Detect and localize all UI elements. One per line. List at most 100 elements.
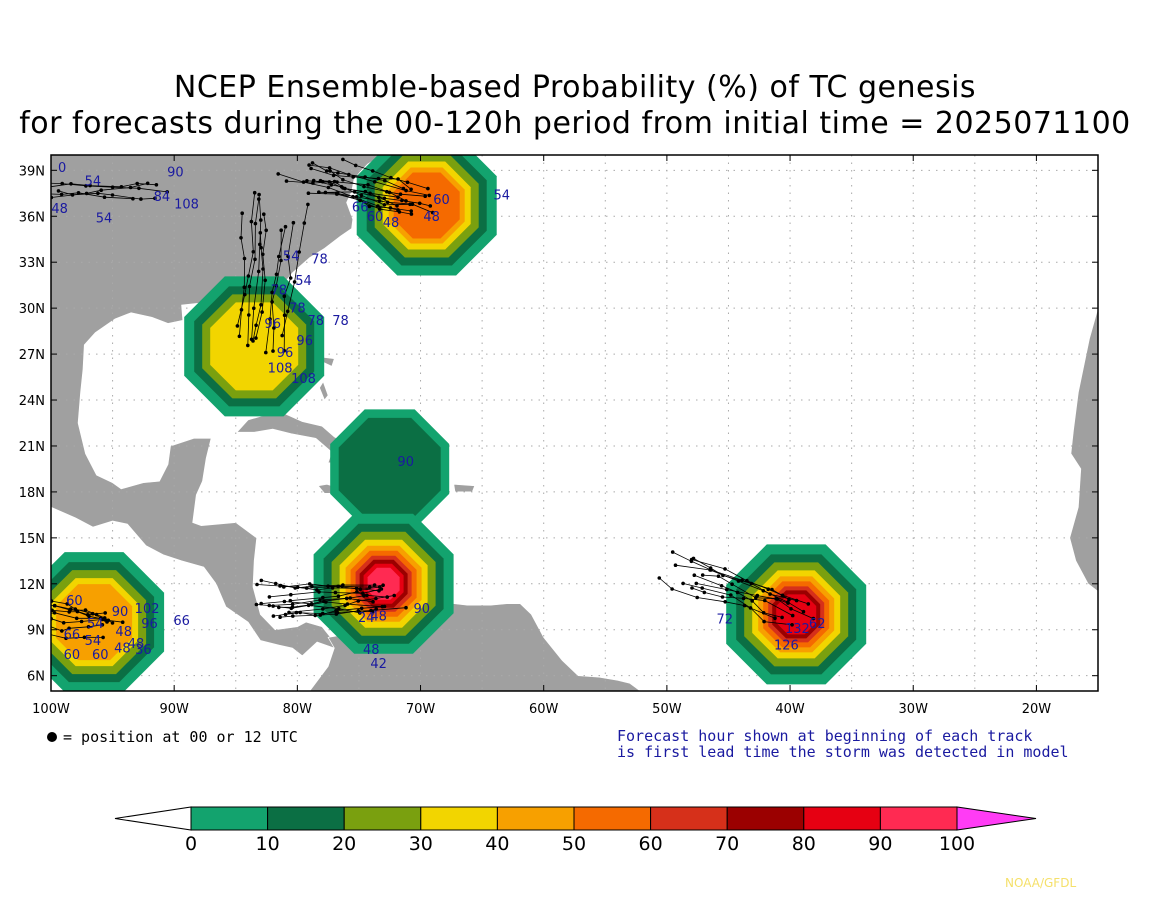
forecast-hour-label: 60 bbox=[433, 193, 450, 208]
track-line bbox=[329, 170, 426, 197]
forecast-hour-label: 96 bbox=[264, 317, 281, 332]
track-position-dot bbox=[120, 620, 125, 624]
track-position-dot bbox=[253, 221, 258, 226]
colorbar-label: 0 bbox=[185, 833, 197, 855]
track-position-dot bbox=[261, 267, 265, 271]
track-position-dot bbox=[102, 616, 107, 620]
track-position-dot bbox=[19, 614, 23, 618]
prob-contour-east-pacific-5 bbox=[56, 584, 133, 661]
track-position-dot bbox=[30, 603, 34, 607]
track-position-dot bbox=[333, 590, 338, 595]
track-position-dot bbox=[271, 614, 276, 618]
track-position-dot bbox=[700, 586, 704, 590]
africa-landmass bbox=[1069, 308, 1098, 592]
track-position-dot bbox=[780, 615, 784, 620]
track-position-dot bbox=[380, 604, 385, 609]
track-position-dot bbox=[291, 614, 295, 618]
forecast-hour-label: 24 bbox=[358, 611, 375, 626]
track-line bbox=[51, 182, 148, 198]
track-line bbox=[281, 204, 309, 336]
forecast-hour-label: 96 bbox=[277, 346, 294, 361]
lat-tick-label: 36N bbox=[19, 210, 45, 225]
track-position-dot bbox=[18, 609, 22, 613]
colorbar-segment bbox=[573, 806, 652, 831]
track-position-dot bbox=[56, 189, 61, 193]
forecast-note-line-2: is first lead time the storm was detecte… bbox=[617, 743, 1069, 761]
track-position-dot bbox=[363, 175, 367, 179]
track-position-dot bbox=[329, 183, 334, 187]
track-position-dot bbox=[692, 573, 697, 577]
track-position-dot bbox=[327, 166, 332, 170]
track-position-dot bbox=[39, 613, 43, 617]
track-position-dot bbox=[69, 182, 73, 186]
track-position-dot bbox=[154, 183, 159, 187]
track-line bbox=[325, 191, 431, 207]
track-position-dot bbox=[377, 195, 381, 200]
track-position-dot bbox=[60, 629, 64, 633]
track-position-dot bbox=[409, 212, 414, 216]
track-position-dot bbox=[282, 313, 287, 318]
track-position-dot bbox=[396, 195, 400, 199]
track-position-dot bbox=[335, 192, 339, 196]
track-line bbox=[261, 580, 375, 589]
forecast-hour-label: 48 bbox=[115, 625, 132, 640]
track-position-dot bbox=[351, 175, 356, 179]
track-position-dot bbox=[286, 254, 290, 259]
track-line bbox=[286, 180, 399, 198]
colorbar-label: 50 bbox=[562, 833, 586, 855]
track-position-dot bbox=[336, 171, 340, 175]
track-line bbox=[51, 192, 133, 200]
track-position-dot bbox=[750, 599, 754, 603]
track-position-dot bbox=[237, 334, 242, 339]
track-line bbox=[693, 558, 797, 601]
forecast-hour-label: 48 bbox=[370, 610, 387, 625]
forecast-hour-label: 48 bbox=[423, 210, 440, 225]
track-position-dot bbox=[291, 220, 296, 225]
forecast-hour-label: 48 bbox=[383, 216, 400, 231]
track-position-dot bbox=[417, 201, 422, 206]
track-position-dot bbox=[279, 228, 284, 232]
track-position-dot bbox=[396, 177, 400, 181]
map-axes: 39N 36N 33N 30N 27N 24N 21N 18N 15N 12N 9N 6N 100W 90… bbox=[19, 155, 1098, 717]
track-position-dot bbox=[372, 180, 377, 184]
track-position-dot bbox=[770, 587, 774, 592]
track-position-dot bbox=[353, 163, 358, 168]
track-position-dot bbox=[83, 608, 88, 612]
track-position-dot bbox=[288, 276, 293, 280]
track-position-dot bbox=[348, 596, 353, 600]
track-position-dot bbox=[427, 193, 432, 198]
track-line bbox=[273, 604, 377, 614]
track-position-dot bbox=[246, 343, 250, 348]
track-line bbox=[269, 588, 382, 598]
colorbar-label: 20 bbox=[332, 833, 356, 855]
forecast-hour-label: 72 bbox=[717, 613, 734, 628]
track-position-dot bbox=[270, 290, 274, 295]
lat-tick-label: 21N bbox=[19, 440, 45, 455]
lat-tick-label: 6N bbox=[27, 670, 45, 685]
track-position-dot bbox=[763, 598, 767, 603]
track-position-dot bbox=[101, 635, 105, 640]
track-position-dot bbox=[257, 197, 261, 201]
track-position-dot bbox=[279, 258, 283, 263]
track-position-dot bbox=[131, 196, 135, 201]
track-position-dot bbox=[306, 191, 311, 195]
track-position-dot bbox=[370, 169, 375, 173]
forecast-hour-label: 78 bbox=[271, 283, 288, 298]
track-line bbox=[290, 591, 388, 602]
track-position-dot bbox=[787, 597, 791, 602]
track-position-dot bbox=[278, 615, 282, 619]
track-position-dot bbox=[260, 310, 264, 314]
track-position-dot bbox=[105, 620, 109, 624]
track-position-dot bbox=[309, 166, 313, 171]
position-marker-icon bbox=[47, 732, 57, 742]
forecast-hour-label: 60 bbox=[367, 210, 384, 225]
track-position-dot bbox=[306, 603, 311, 608]
track-position-dot bbox=[9, 635, 13, 639]
forecast-hour-label: 90 bbox=[167, 165, 184, 180]
track-position-dot bbox=[362, 184, 366, 189]
colorbar-label: 80 bbox=[792, 833, 816, 855]
track-position-dot bbox=[235, 324, 240, 328]
track-position-dot bbox=[285, 309, 290, 314]
track-position-dot bbox=[376, 176, 381, 181]
track-position-dot bbox=[423, 194, 428, 198]
